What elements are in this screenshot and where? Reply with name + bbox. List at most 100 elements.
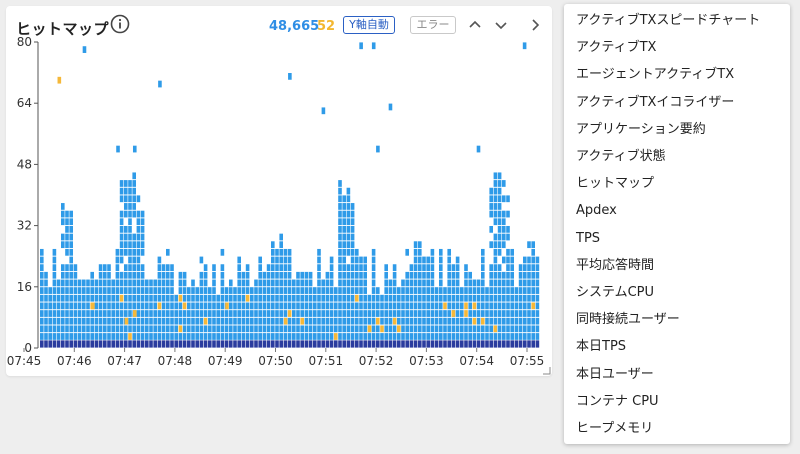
heatmap-cell — [136, 271, 141, 279]
heatmap-cell — [514, 317, 519, 325]
menu-item-container-cpu[interactable]: コンテナ CPU — [576, 393, 659, 409]
heatmap-cell — [342, 195, 346, 203]
heatmap-cell — [296, 279, 300, 287]
heatmap-cell — [506, 294, 510, 302]
heatmap-cell — [380, 302, 384, 310]
menu-item-active-tx-speed-chart[interactable]: アクティブTXスピードチャート — [576, 13, 761, 28]
heatmap-cell — [346, 241, 351, 249]
heatmap-base-cell — [40, 340, 44, 348]
menu-item-avg-response-time[interactable]: 平均応答時間 — [576, 257, 655, 273]
heatmap-error-cell — [451, 310, 456, 317]
info-icon[interactable] — [110, 14, 130, 34]
heatmap-cell — [468, 317, 472, 325]
error-filter-button[interactable]: エラー — [410, 16, 456, 34]
heatmap-cell — [384, 264, 388, 271]
heatmap-cell — [376, 302, 380, 310]
heatmap-cell — [69, 248, 73, 256]
heatmap-cell — [279, 325, 283, 333]
resize-handle-icon[interactable] — [541, 365, 551, 375]
heatmap-cell — [174, 325, 178, 333]
heatmap-cell — [90, 317, 94, 325]
menu-item-concurrent-users[interactable]: 同時接続ユーザー — [576, 312, 680, 328]
menu-item-hitmap[interactable]: ヒットマップ — [576, 176, 655, 192]
menu-item-apdex[interactable]: Apdex — [576, 203, 617, 219]
heatmap-base-cell — [149, 340, 153, 348]
menu-item-system-cpu[interactable]: システムCPU — [576, 285, 655, 300]
heatmap-cell — [195, 294, 199, 302]
heatmap-error-cell — [283, 317, 288, 325]
heatmap-cell — [140, 226, 145, 233]
heatmap-cell — [434, 310, 439, 317]
heatmap-cell — [44, 279, 48, 287]
y-axis-auto-button[interactable]: Y軸自動 — [343, 16, 395, 34]
heatmap-cell — [98, 302, 103, 310]
heatmap-cell — [426, 264, 430, 271]
heatmap-cell — [65, 317, 69, 325]
menu-item-today-users[interactable]: 本日ユーザー — [576, 366, 654, 382]
heatmap-cell — [61, 241, 65, 249]
heatmap-cell — [476, 302, 481, 310]
chevron-down-icon[interactable] — [492, 16, 510, 34]
heatmap-cell — [237, 271, 241, 279]
heatmap-base-cell — [73, 340, 78, 348]
heatmap-cell — [111, 317, 115, 325]
heatmap-cell — [514, 310, 519, 317]
menu-item-tps[interactable]: TPS — [576, 230, 601, 246]
menu-item-agent-active-tx[interactable]: エージェントアクティブTX — [576, 67, 735, 83]
heatmap-cell — [220, 325, 225, 333]
heatmap-cell — [132, 256, 136, 264]
heatmap-cell — [371, 325, 376, 333]
heatmap-cell — [531, 325, 535, 333]
chevron-right-icon[interactable] — [526, 16, 544, 34]
heatmap-base-cell — [476, 340, 481, 348]
heatmap-cell — [128, 271, 132, 279]
y-tick-label: 0 — [24, 341, 32, 355]
heatmap-cell — [342, 317, 346, 325]
heatmap-cell — [178, 287, 183, 294]
menu-item-active-tx-equalizer[interactable]: アクティブTXイコライザー — [576, 94, 735, 110]
heatmap-cell — [380, 317, 384, 325]
menu-item-heap-memory[interactable]: ヒープメモリ — [576, 421, 654, 436]
heatmap-cell — [254, 325, 258, 333]
heatmap-cell — [329, 333, 334, 340]
heatmap-cell — [506, 210, 510, 218]
menu-item-active-tx[interactable]: アクティブTX — [576, 40, 657, 56]
heatmap-cell — [65, 241, 69, 249]
heatmap-cell — [166, 264, 170, 271]
heatmap-cell — [527, 256, 531, 264]
heatmap-base-cell — [418, 340, 422, 348]
heatmap-cell — [119, 279, 124, 287]
heatmap-cell — [300, 310, 304, 317]
heatmap-cell — [48, 302, 52, 310]
heatmap-cell — [107, 279, 111, 287]
heatmap-outlier-cell — [359, 42, 363, 50]
heatmap-cell — [86, 302, 90, 310]
heatmap-cell — [153, 294, 157, 302]
heatmap-cell — [531, 256, 535, 264]
heatmap-cell — [409, 271, 414, 279]
menu-item-application-summary[interactable]: アプリケーション要約 — [576, 121, 706, 137]
heatmap-cell — [136, 325, 141, 333]
y-tick-label: 32 — [17, 219, 32, 233]
heatmap-cell — [359, 271, 363, 279]
heatmap-cell — [384, 317, 388, 325]
heatmap-cell — [65, 226, 69, 233]
menu-item-today-tps[interactable]: 本日TPS — [576, 339, 627, 355]
heatmap-cell — [355, 333, 359, 340]
hitmap-chart[interactable]: 0 16 32 48 64 80 07:45 07:46 07:47 07:48 07:49 07:5… — [6, 36, 552, 376]
heatmap-cell — [413, 333, 418, 340]
heatmap-cell — [140, 333, 145, 340]
heatmap-cell — [300, 302, 304, 310]
chevron-up-icon[interactable] — [466, 16, 484, 34]
heatmap-cell — [94, 310, 99, 317]
heatmap-cell — [455, 325, 460, 333]
heatmap-cell — [346, 195, 351, 203]
heatmap-outlier-cell — [321, 107, 326, 115]
heatmap-cell — [355, 310, 359, 317]
menu-item-active-status[interactable]: アクティブ状態 — [576, 149, 666, 164]
heatmap-cell — [497, 294, 502, 302]
heatmap-cell — [128, 226, 132, 233]
heatmap-cell — [325, 294, 330, 302]
heatmap-cell — [195, 333, 199, 340]
heatmap-cell — [506, 256, 510, 264]
